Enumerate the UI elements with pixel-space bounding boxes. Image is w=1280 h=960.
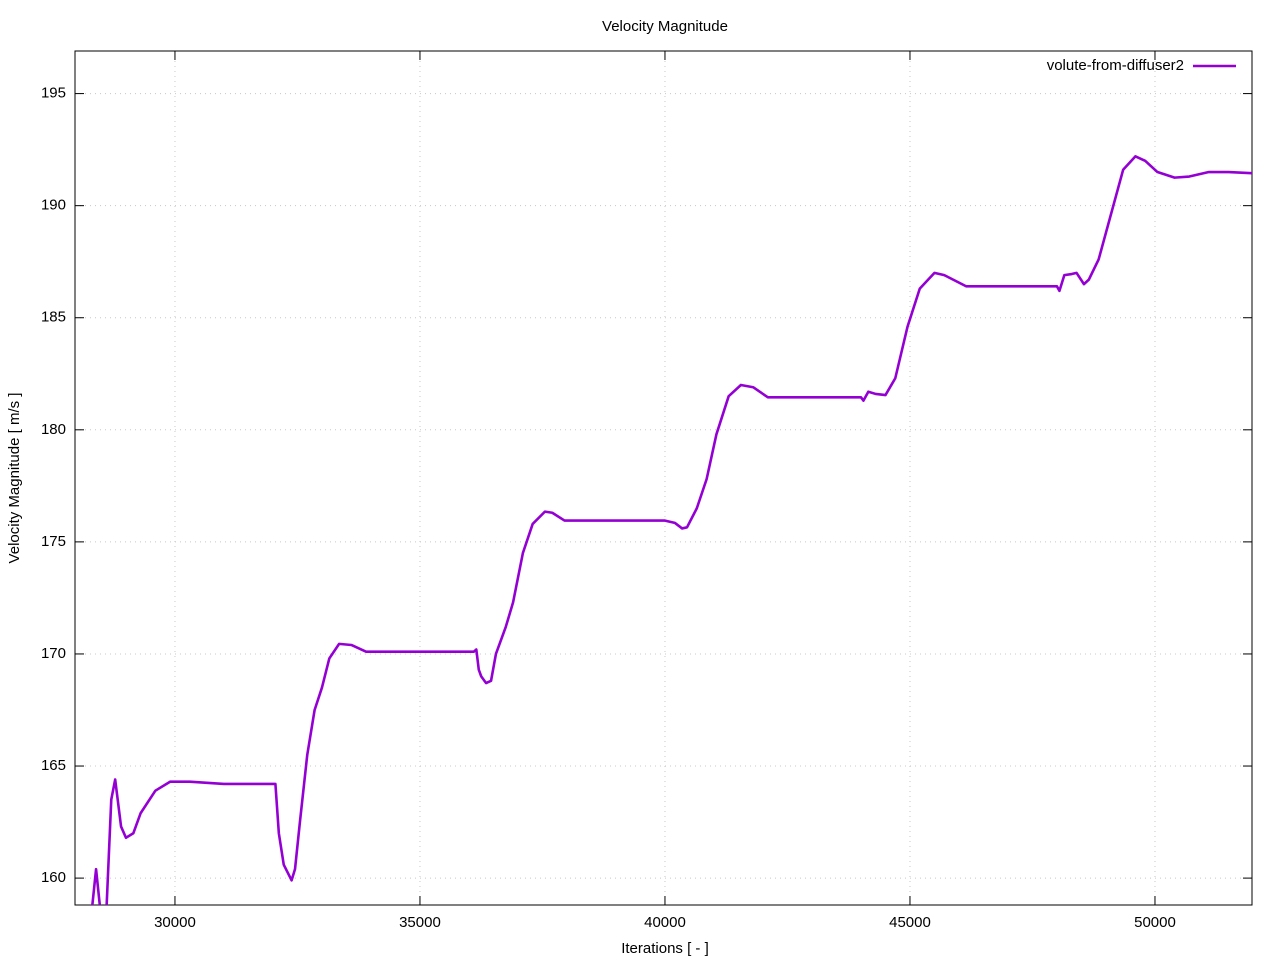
y-tick-label: 175 [41,533,66,550]
y-tick-label: 180 [41,421,66,438]
y-tick-label: 170 [41,645,66,662]
y-axis-label: Velocity Magnitude [ m/s ] [6,393,23,564]
x-tick-label: 30000 [154,914,196,931]
y-tick-label: 160 [41,869,66,886]
x-tick-label: 40000 [644,914,686,931]
chart-title: Velocity Magnitude [602,18,728,35]
x-tick-label: 50000 [1134,914,1176,931]
y-tick-label: 185 [41,309,66,326]
y-tick-label: 195 [41,85,66,102]
y-tick-label: 165 [41,757,66,774]
x-tick-label: 45000 [889,914,931,931]
x-axis-label: Iterations [ - ] [621,940,709,957]
y-tick-label: 190 [41,197,66,214]
data-line [91,155,1252,905]
legend-label: volute-from-diffuser2 [1047,57,1184,74]
x-tick-label: 35000 [399,914,441,931]
plot-border [74,50,1253,906]
